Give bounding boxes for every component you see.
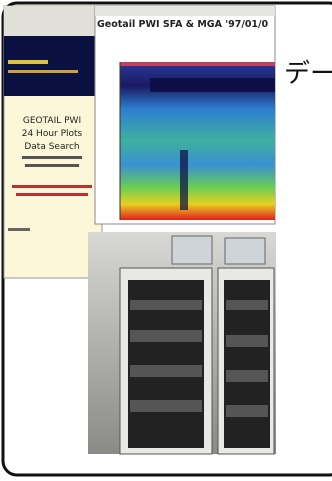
page-heading: 24 Hour Plots bbox=[22, 129, 83, 139]
rack-unit bbox=[226, 335, 268, 347]
spectrogram-band bbox=[120, 62, 275, 66]
page-heading: GEOTAIL PWI bbox=[23, 116, 81, 126]
spectrogram-window: Geotail PWI SFA & MGA '97/01/0 bbox=[94, 5, 276, 225]
window-toolbar bbox=[95, 6, 275, 16]
spectrogram-band bbox=[150, 78, 275, 92]
text-line bbox=[22, 156, 82, 159]
banner-text bbox=[8, 60, 48, 64]
link-line bbox=[12, 185, 92, 188]
equipment-photo bbox=[88, 232, 276, 455]
rack-unit bbox=[130, 330, 202, 342]
monitor bbox=[171, 235, 213, 265]
text-line bbox=[25, 164, 79, 167]
text-line bbox=[8, 228, 30, 231]
link-line bbox=[16, 193, 88, 196]
rack-unit bbox=[130, 300, 202, 310]
slide-heading: デー bbox=[284, 59, 332, 89]
page-banner bbox=[4, 36, 102, 96]
web-page-screenshot: GEOTAIL PWI 24 Hour Plots Data Search bbox=[3, 5, 103, 279]
rack-unit bbox=[226, 300, 268, 310]
browser-toolbar bbox=[4, 6, 102, 36]
spectrogram-band bbox=[180, 150, 188, 210]
plot-title: Geotail PWI SFA & MGA '97/01/0 bbox=[97, 19, 269, 30]
page-heading: Data Search bbox=[24, 142, 79, 152]
rack-unit bbox=[130, 365, 202, 377]
rack-unit bbox=[226, 370, 268, 382]
rack-unit bbox=[226, 405, 268, 417]
banner-text bbox=[8, 70, 78, 73]
rack-unit bbox=[130, 400, 202, 412]
monitor bbox=[224, 237, 266, 265]
